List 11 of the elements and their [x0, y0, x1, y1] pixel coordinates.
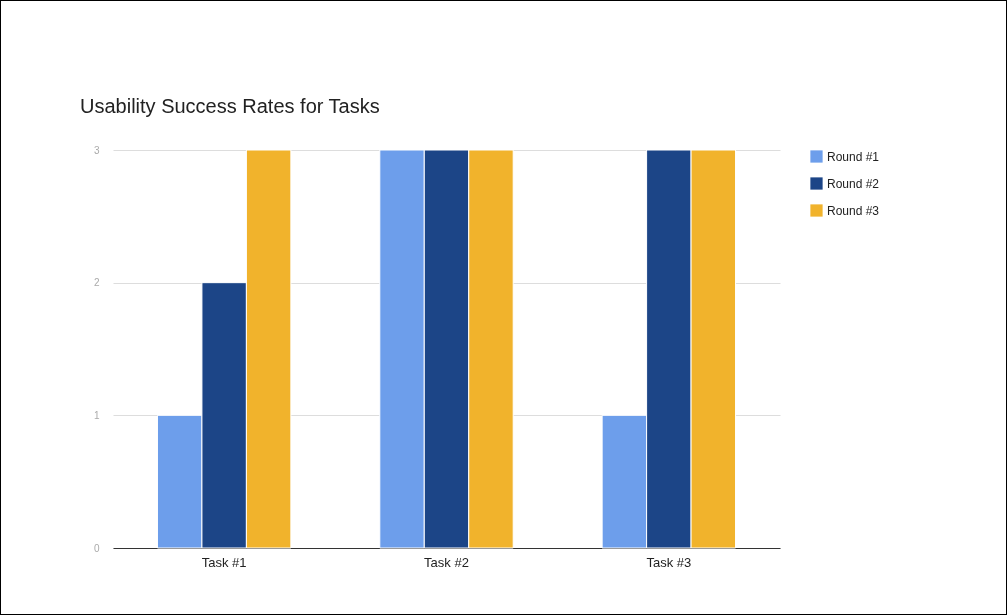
y-tick-label: 0 [93, 542, 100, 554]
legend-label: Round #2 [827, 176, 880, 191]
chart-title: Usability Success Rates for Tasks [80, 95, 380, 117]
legend-label: Round #3 [827, 203, 880, 218]
x-tick-label: Task #3 [646, 554, 692, 570]
y-tick-label: 3 [93, 144, 100, 156]
x-tick-label: Task #2 [424, 554, 469, 570]
legend-label: Round #1 [827, 149, 880, 164]
y-tick-label: 1 [93, 409, 100, 421]
x-tick-label: Task #1 [201, 554, 247, 570]
y-tick-label: 2 [93, 277, 100, 289]
